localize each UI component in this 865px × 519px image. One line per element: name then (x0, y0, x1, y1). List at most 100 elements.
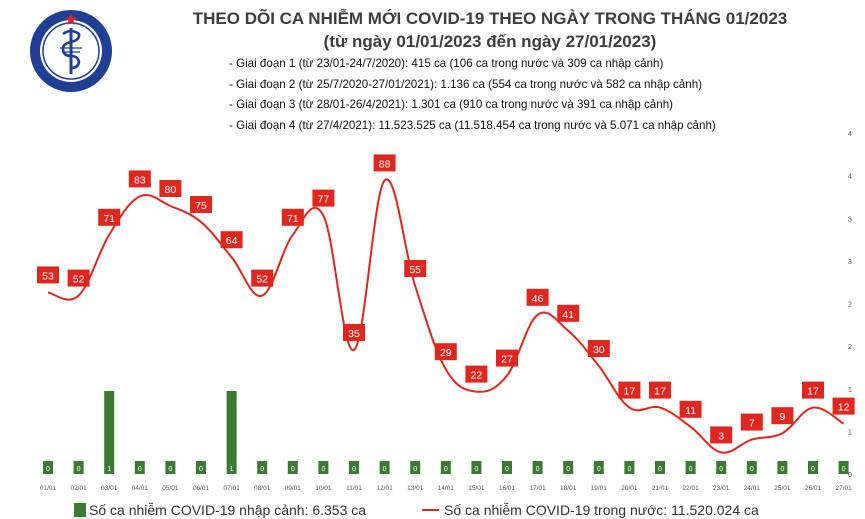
line-point-badge (526, 288, 549, 306)
bar-value-label: 0 (168, 466, 172, 473)
x-tick-label: 10/01 (315, 485, 332, 492)
line-point-badge (740, 413, 763, 431)
x-tick-label: 08/01 (254, 485, 271, 492)
bar-value-label: 0 (46, 466, 50, 473)
bar-value-label: 1 (107, 466, 111, 473)
phase-note-4: - Giai đoạn 4 (từ 27/4/2021): 11.523.525… (229, 118, 716, 132)
line-point-badge (37, 266, 59, 284)
line-value-label: 9 (779, 411, 785, 423)
line-value-label: 30 (593, 344, 605, 356)
x-tick-label: 11/01 (346, 485, 362, 492)
line-point-badge (312, 189, 335, 207)
bar-value-label: 0 (719, 466, 723, 473)
bar-imported (196, 461, 206, 474)
bar-value-label: 0 (321, 466, 325, 473)
logo-staff (69, 28, 73, 74)
bar-value-label: 0 (597, 466, 601, 473)
line-point-badge (679, 400, 702, 418)
bar-imported (165, 461, 176, 474)
bar-imported (563, 461, 574, 474)
x-tick-label: 03/01 (101, 485, 118, 492)
bar-value-label: 0 (689, 466, 693, 473)
line-value-label: 3 (718, 430, 724, 442)
bar-imported (104, 391, 115, 474)
line-point-badge (802, 381, 824, 399)
bar-value-label: 0 (444, 466, 448, 473)
line-value-label: 46 (532, 293, 544, 305)
line-point-badge (98, 208, 121, 226)
line-value-label: 17 (654, 386, 666, 398)
bar-imported (287, 461, 298, 474)
line-point-badge (220, 231, 243, 249)
phase-note-2: - Giai đoạn 2 (từ 25/7/2020-27/01/2021):… (229, 77, 703, 91)
bar-value-label: 0 (474, 466, 478, 473)
bar-value-label: 0 (627, 466, 631, 473)
x-tick-label: 12/01 (376, 485, 393, 492)
line-point-badge (710, 426, 733, 444)
line-value-label: 71 (103, 213, 115, 225)
bar-imported (746, 461, 757, 474)
line-point-badge (281, 208, 304, 226)
bar-imported (532, 461, 543, 474)
bar-value-label: 0 (658, 466, 662, 473)
x-tick-label: 19/01 (591, 485, 608, 492)
page-title: THEO DÕI CA NHIỄM MỚI COVID-19 THEO NGÀY… (192, 9, 788, 28)
logo-serpent (61, 29, 81, 70)
line-point-badge (404, 260, 427, 277)
bar-imported (134, 461, 145, 474)
right-axis-tick-label: 2 (848, 302, 852, 309)
line-domestic (47, 178, 845, 454)
line-point-badge (251, 269, 274, 287)
right-axis-tick-label: 1 (848, 429, 852, 436)
line-point-badge (343, 324, 365, 341)
bar-imported (777, 461, 788, 474)
x-tick-label: 24/01 (744, 485, 761, 492)
bar-imported (43, 461, 53, 474)
bar-value-label: 0 (536, 466, 540, 473)
line-value-label: 71 (287, 213, 299, 225)
bar-value-label: 0 (138, 466, 142, 473)
line-value-label: 52 (73, 274, 85, 286)
line-point-badge (832, 397, 855, 415)
bar-imported (379, 461, 390, 474)
bar-imported (624, 461, 635, 474)
x-tick-label: 07/01 (223, 485, 240, 492)
x-tick-label: 04/01 (132, 485, 149, 492)
legend-bar-swatch (74, 503, 86, 517)
x-tick-label: 23/01 (713, 485, 730, 492)
right-axis-tick-label: 1 (848, 387, 852, 394)
line-value-label: 17 (624, 386, 636, 398)
x-tick-label: 18/01 (560, 485, 577, 492)
line-value-label: 11 (685, 405, 696, 417)
line-value-label: 52 (256, 274, 268, 286)
line-value-label: 41 (562, 309, 574, 321)
x-tick-label: 01/01 (40, 485, 57, 492)
line-value-label: 53 (42, 270, 54, 282)
bar-imported (502, 461, 512, 474)
phase-note-1: - Giai đoạn 1 (từ 23/01-24/7/2020): 415 … (229, 57, 664, 70)
line-point-badge (465, 365, 488, 383)
bar-imported (440, 461, 451, 474)
line-point-badge (771, 407, 794, 425)
line-value-label: 35 (348, 328, 360, 340)
line-point-badge (434, 343, 457, 361)
bar-imported (226, 391, 237, 474)
bar-imported (655, 461, 665, 474)
page-subtitle: (từ ngày 01/01/2023 đến ngày 27/01/2023) (323, 32, 657, 51)
x-tick-label: 13/01 (407, 485, 424, 492)
bar-imported (349, 461, 359, 474)
line-point-badge (67, 269, 90, 287)
line-value-label: 22 (471, 370, 483, 382)
right-axis-tick-label: 2 (848, 344, 852, 351)
bar-value-label: 0 (291, 466, 295, 473)
legend-imported-label: Số ca nhiễm COVID-19 nhập cảnh: 6.353 ca (89, 502, 367, 518)
line-value-label: 7 (749, 418, 755, 430)
x-tick-label: 15/01 (468, 485, 485, 492)
bar-value-label: 0 (842, 466, 846, 473)
x-tick-label: 17/01 (529, 485, 546, 492)
bar-value-label: 0 (750, 466, 754, 473)
legend-domestic: Số ca nhiễm COVID-19 trong nước: 11.520.… (422, 501, 759, 519)
x-tick-label: 02/01 (70, 485, 87, 492)
bar-imported (73, 461, 84, 474)
line-point-badge (373, 154, 396, 172)
